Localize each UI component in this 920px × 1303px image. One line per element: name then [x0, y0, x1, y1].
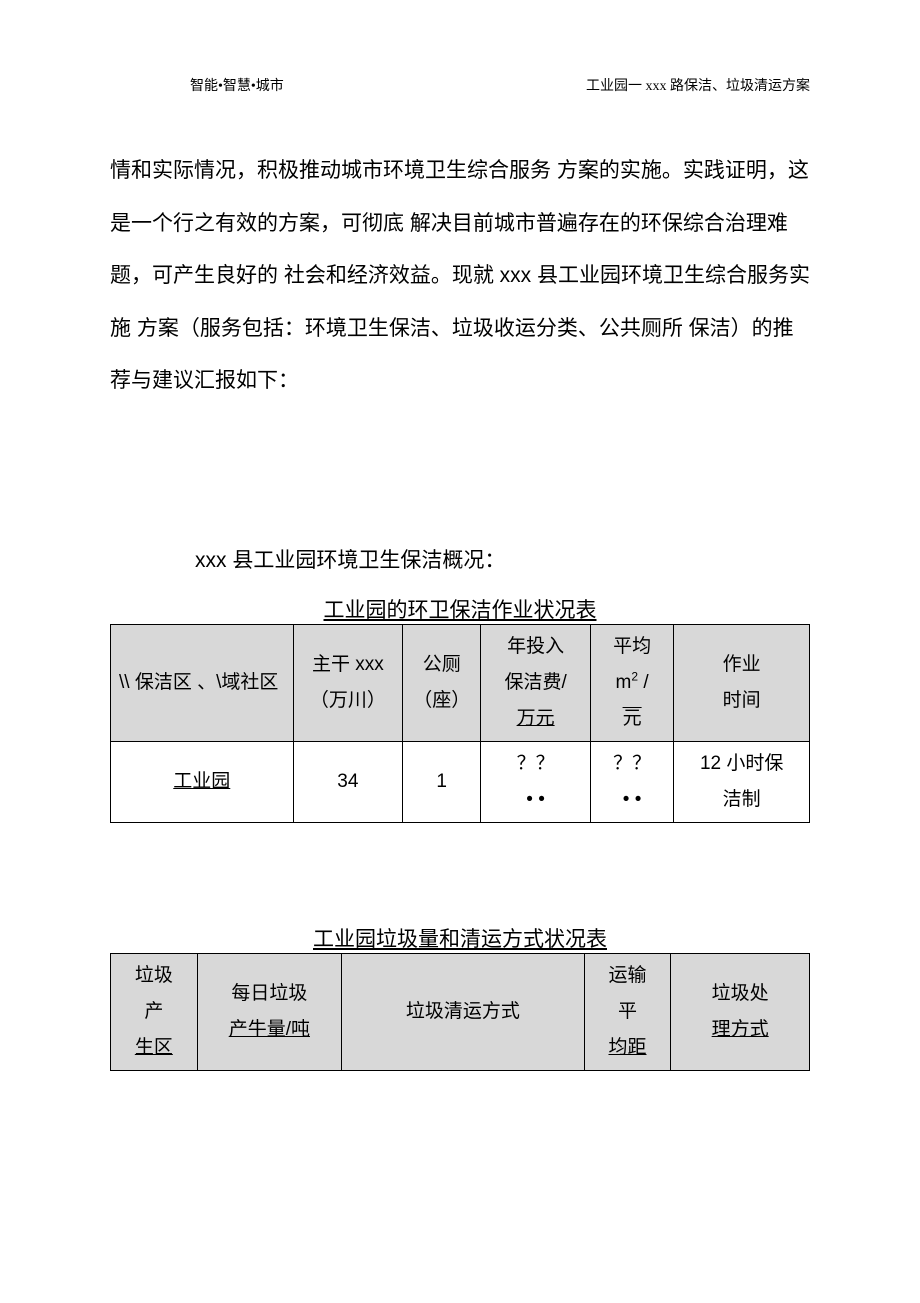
table1-header-col5: 平均 m2 / 元: [590, 624, 673, 741]
table1-header-col4-line2: 保洁费/: [504, 672, 566, 693]
table1-row1-col1: 工业园: [111, 741, 294, 822]
table1-header-col3-line1: 公厕: [423, 654, 461, 675]
table2-header-col3: 垃圾清运方式: [342, 954, 585, 1071]
table1-header-col3: 公厕 （座）: [403, 624, 481, 741]
table1-header-col5-line2-prefix: m: [616, 672, 632, 693]
table1-header-col6: 作业 时间: [674, 624, 810, 741]
table2-header-col5-line2: 理方式: [712, 1019, 769, 1040]
table1-row1-col6-line1: 12 小时保: [700, 753, 783, 774]
table1-header-col2-line1: 主干 xxx: [312, 654, 384, 675]
table2-header-col1-line3: 生区: [135, 1037, 173, 1058]
table1-row1-col2: 34: [293, 741, 403, 822]
table2-header-col4: 运输 平 均距: [584, 954, 671, 1071]
header-right-text: 工业园一 xxx 路保洁、垃圾清运方案: [586, 75, 810, 95]
table1: \\ 保洁区 、\域社区 主干 xxx （万川） 公厕 （座） 年投入 保洁费/…: [110, 624, 810, 823]
table1-row1-col5-line1: ？？: [613, 753, 651, 774]
table2-header-col2: 每日垃圾 产牛量/吨: [197, 954, 341, 1071]
table1-header-col4-line1: 年投入: [507, 636, 564, 657]
header-left-text: 智能•智慧•城市: [190, 75, 284, 95]
table1-title: 工业园的环卫保洁作业状况表: [110, 594, 810, 624]
table1-header-col4: 年投入 保洁费/ 万元: [481, 624, 591, 741]
table1-header-col6-line1: 作业: [723, 654, 761, 675]
table2-title: 工业园垃圾量和清运方式状况表: [110, 923, 810, 953]
body-paragraph: 情和实际情况，积极推动城市环境卫生综合服务 方案的实施。实践证明，这是一个行之有…: [110, 145, 810, 408]
table1-header-col6-line2: 时间: [723, 690, 761, 711]
table1-row1-col5-line2: • •: [623, 789, 642, 810]
table1-row1-col4-line2: • •: [526, 789, 545, 810]
table2-header-col4-line3: 均距: [608, 1037, 646, 1058]
table2-header-col2-line1: 每日垃圾: [231, 983, 307, 1004]
table2-header-col4-line1: 运输: [608, 965, 646, 986]
table1-row1-col6: 12 小时保 洁制: [674, 741, 810, 822]
table1-header-col5-line1: 平均: [613, 636, 651, 657]
table1-header-col2: 主干 xxx （万川）: [293, 624, 403, 741]
section-title: xxx 县工业园环境卫生保洁概况：: [110, 538, 810, 584]
table1-row1-col3: 1: [403, 741, 481, 822]
table1-row1-col4: ？？ • •: [481, 741, 591, 822]
table2: 垃圾 产 生区 每日垃圾 产牛量/吨 垃圾清运方式 运输 平 均距 垃圾处 理方…: [110, 953, 810, 1071]
table1-header-col4-line3: 万元: [517, 708, 555, 729]
table1-row1-col4-line1: ？？: [517, 753, 555, 774]
table2-header-col1-line2: 产: [144, 1001, 163, 1022]
table1-header-col5-line3: 元: [623, 708, 642, 729]
table1-header-col2-line2: （万川）: [310, 690, 386, 711]
table2-header-col2-line2: 产牛量/吨: [229, 1019, 310, 1040]
table1-header-col1: \\ 保洁区 、\域社区: [111, 624, 294, 741]
table1-header-col3-line2: （座）: [413, 690, 470, 711]
table2-header-col4-line2: 平: [618, 1001, 637, 1022]
table2-header-col1: 垃圾 产 生区: [111, 954, 198, 1071]
table1-row1-col6-line2: 洁制: [723, 789, 761, 810]
table2-header-col5-line1: 垃圾处: [712, 983, 769, 1004]
table2-header-col1-line1: 垃圾: [135, 965, 173, 986]
table1-header-col5-line2-suffix: /: [638, 672, 649, 693]
table2-header-col5: 垃圾处 理方式: [671, 954, 810, 1071]
table1-row1-col5: ？？ • •: [590, 741, 673, 822]
